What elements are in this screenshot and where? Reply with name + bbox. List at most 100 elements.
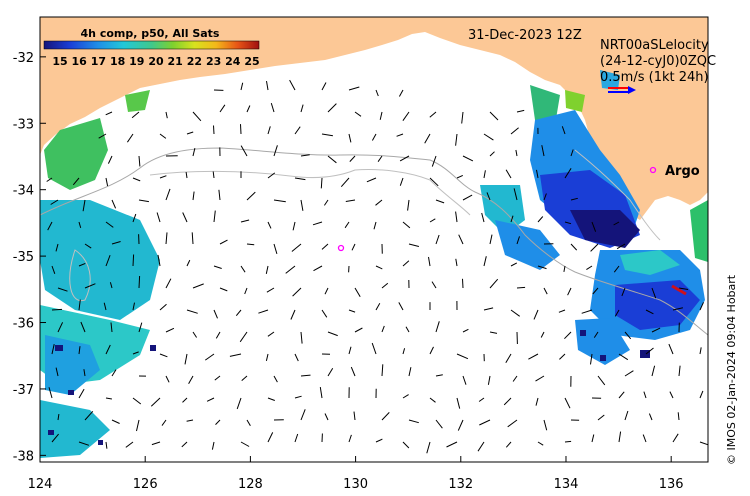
velocity-vector [477, 441, 485, 452]
velocity-vector [110, 322, 113, 333]
velocity-vector [246, 243, 255, 246]
velocity-vector [219, 104, 226, 113]
velocity-vector [505, 441, 512, 448]
x-tick-label: 124 [28, 477, 53, 492]
velocity-vector [107, 155, 113, 164]
velocity-vector [505, 169, 512, 179]
velocity-vector [402, 348, 406, 355]
velocity-vector [138, 199, 149, 203]
velocity-vector [398, 89, 404, 97]
velocity-vector [402, 441, 410, 449]
velocity-vector [294, 395, 302, 399]
velocity-vector [241, 375, 248, 381]
velocity-vector [273, 375, 278, 383]
velocity-vector [489, 278, 499, 289]
velocity-vector [132, 351, 139, 355]
velocity-vector [483, 170, 486, 179]
velocity-vector [402, 111, 410, 121]
velocity-vectors [46, 79, 708, 454]
velocity-vector [431, 155, 437, 167]
current-red-streak [671, 284, 687, 296]
velocity-vector [267, 221, 272, 229]
velocity-vector [462, 155, 474, 162]
x-tick-label: 126 [133, 477, 158, 492]
velocity-vector [590, 243, 599, 252]
velocity-vector [373, 221, 377, 230]
velocity-vector [429, 397, 436, 403]
velocity-vector [327, 103, 337, 113]
velocity-vector [267, 331, 275, 337]
velocity-vector [105, 255, 111, 267]
velocity-vector [642, 434, 647, 443]
velocity-vector [98, 133, 107, 139]
velocity-vector [244, 287, 248, 295]
velocity-vector [289, 79, 296, 91]
velocity-vector [266, 287, 275, 293]
velocity-vector [505, 353, 512, 364]
velocity-vector [78, 262, 86, 267]
velocity-title-line1: NRT00aSLelocity [600, 38, 709, 53]
velocity-vector [192, 147, 196, 157]
coastal-sst-patches [44, 85, 708, 262]
velocity-vector [240, 265, 246, 273]
velocity-vector [537, 441, 544, 446]
velocity-vector [138, 275, 141, 289]
argo-marker-east [649, 166, 657, 174]
velocity-vector [192, 283, 204, 289]
date-label: 31-Dec-2023 12Z [468, 28, 582, 43]
velocity-vector [239, 331, 248, 343]
velocity-vector [294, 126, 301, 135]
velocity-vector [541, 145, 545, 157]
velocity-vector [219, 239, 228, 245]
sst-patches [40, 70, 705, 458]
velocity-vector [320, 177, 323, 189]
velocity-vector [513, 188, 518, 201]
velocity-vector [478, 397, 485, 402]
colorbar-tick-label: 21 [168, 55, 183, 68]
velocity-vector [371, 133, 377, 141]
velocity-vector [51, 343, 55, 355]
velocity-vector [402, 260, 410, 267]
velocity-vector [487, 375, 491, 385]
velocity-vector [47, 221, 53, 231]
velocity-vector [240, 219, 250, 223]
velocity-vector [214, 375, 221, 381]
velocity-vector [165, 111, 168, 119]
velocity-vector [327, 155, 337, 164]
velocity-vector [424, 133, 431, 144]
velocity-vector [489, 111, 499, 121]
velocity-vector [462, 278, 464, 289]
velocity-vector [431, 281, 437, 289]
land-australia [40, 17, 708, 220]
scale-arrow [608, 86, 636, 94]
x-axis: 124 126 128 130 132 134 136 [28, 456, 684, 492]
velocity-vector [218, 189, 221, 201]
velocity-vector [699, 441, 708, 446]
velocity-vector [240, 145, 248, 157]
velocity-vector [354, 287, 361, 298]
velocity-vector [446, 441, 458, 448]
velocity-vector [46, 177, 53, 182]
velocity-vector [516, 109, 525, 113]
velocity-vector [408, 243, 420, 247]
colorbar-tick-label: 18 [110, 55, 125, 68]
velocity-vector [246, 191, 256, 201]
velocity-vector [105, 441, 108, 449]
velocity-vector [267, 397, 275, 401]
velocity-vector [192, 111, 202, 122]
velocity-vector [699, 347, 702, 355]
velocity-vector [510, 127, 519, 135]
velocity-vector [483, 256, 487, 267]
velocity-vector [570, 197, 578, 201]
scale-label: 0.5m/s (1kt 24h) [600, 70, 709, 85]
velocity-vector [105, 344, 111, 355]
velocity-vector [377, 155, 383, 162]
velocity-vector [354, 111, 362, 117]
velocity-vector [213, 210, 216, 223]
velocity-vector [456, 353, 469, 360]
velocity-vector [462, 328, 469, 333]
velocity-vector [294, 177, 306, 181]
velocity-vector [300, 331, 303, 344]
velocity-vector [267, 432, 274, 443]
velocity-vector [462, 375, 467, 385]
